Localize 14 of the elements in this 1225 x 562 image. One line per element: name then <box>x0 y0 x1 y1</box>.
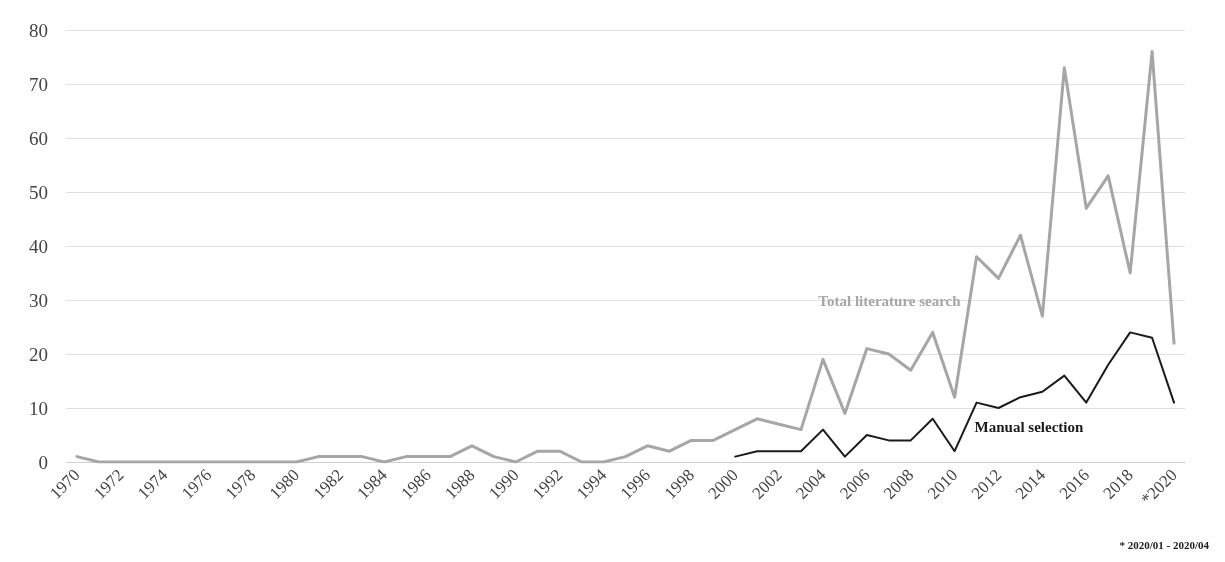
y-tick-label: 30 <box>29 289 48 311</box>
series-label: Manual selection <box>974 418 1084 435</box>
y-tick-label: 40 <box>29 235 48 257</box>
y-tick-label: 20 <box>29 343 48 365</box>
line-series <box>75 50 1176 464</box>
y-tick-label: 80 <box>29 19 48 41</box>
series-label: Total literature search <box>818 292 962 309</box>
y-tick-label: 10 <box>29 397 48 419</box>
y-tick-label: 60 <box>29 127 48 149</box>
text: * 2020/01 - 2020/04 <box>1119 538 1210 551</box>
y-tick-label: 70 <box>29 73 48 95</box>
y-tick-label: 50 <box>29 181 48 203</box>
y-tick-label: 0 <box>38 451 48 473</box>
line-series <box>734 331 1176 458</box>
